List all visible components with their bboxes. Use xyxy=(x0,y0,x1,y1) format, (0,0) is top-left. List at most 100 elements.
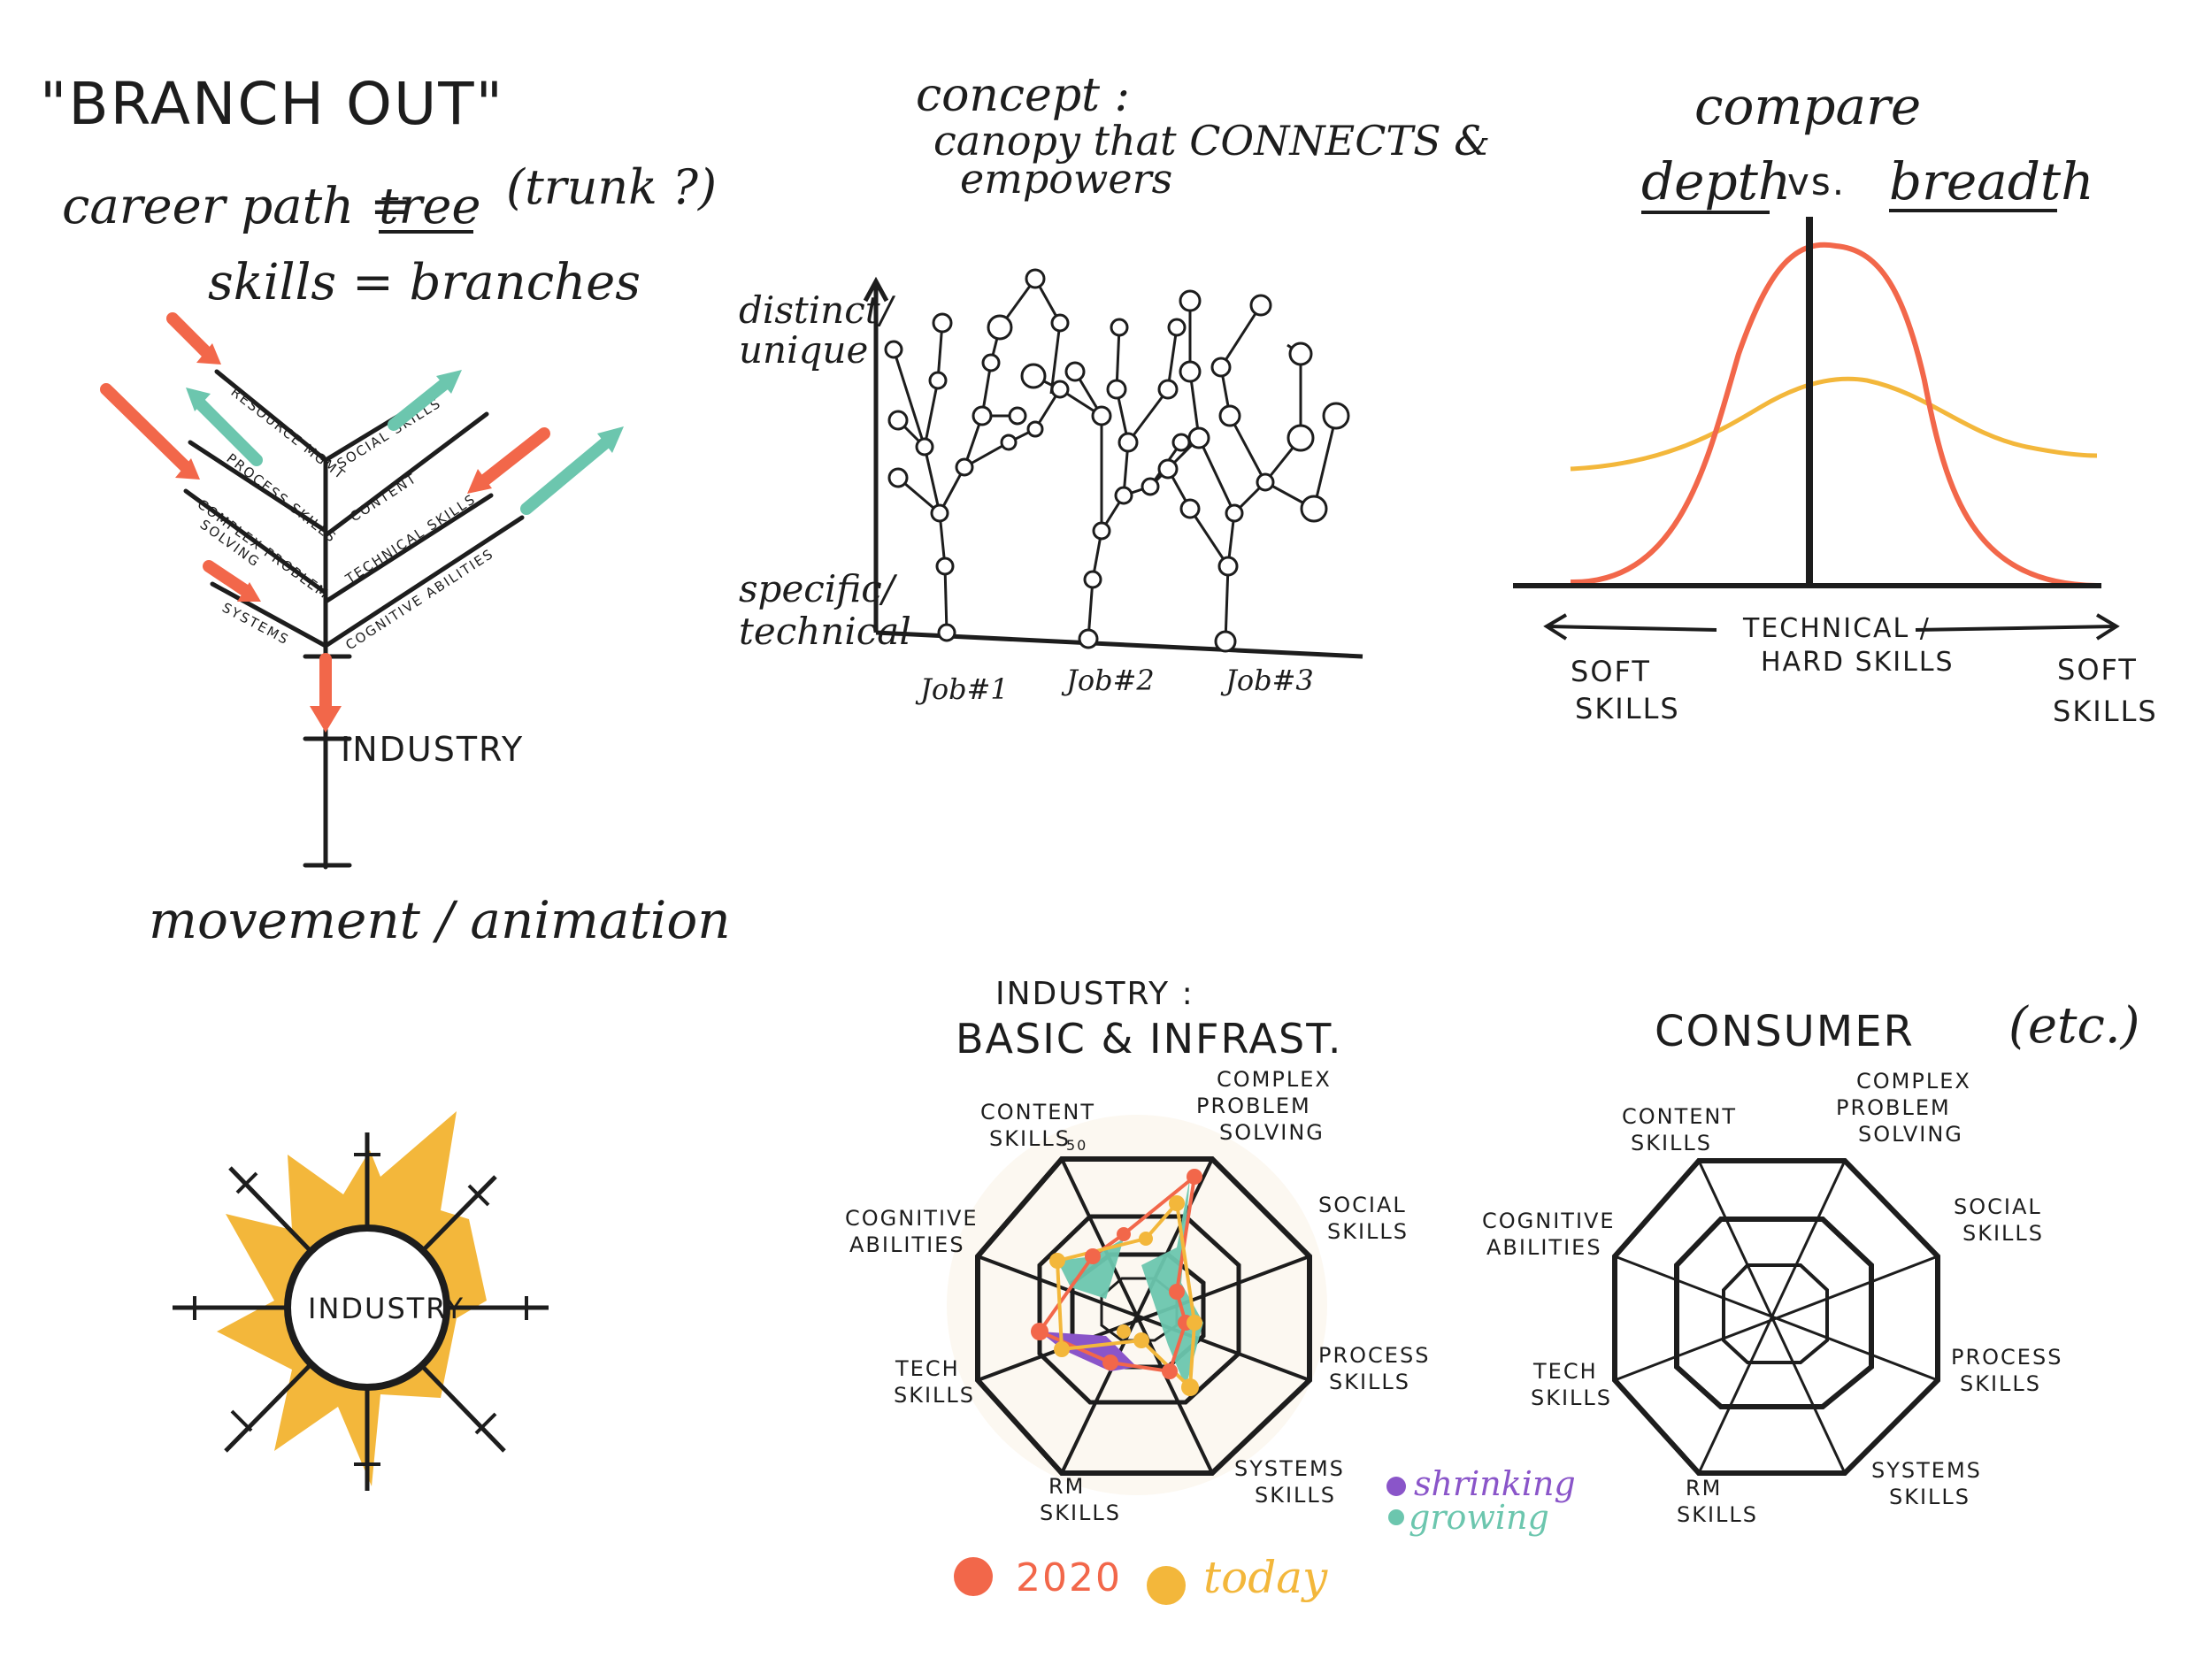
con-label-content-1: CONTENT xyxy=(1622,1104,1737,1129)
ind-label-systems-2: SKILLS xyxy=(1255,1483,1336,1508)
con-label-process-1: PROCESS xyxy=(1951,1345,2062,1370)
legend-today-dot xyxy=(1147,1566,1186,1605)
ind-label-process-1: PROCESS xyxy=(1318,1343,1430,1368)
arrow-orange-systems xyxy=(203,560,252,597)
radar-consumer-etc: (etc.) xyxy=(2008,997,2140,1055)
tree-footer: movement / animation xyxy=(149,890,731,950)
con-label-complex-1: COMPLEX xyxy=(1856,1069,1971,1094)
ind-label-content-1: CONTENT xyxy=(980,1100,1095,1125)
con-label-tech-1: TECH xyxy=(1532,1359,1598,1384)
radar-industry-scale: 50 xyxy=(1066,1137,1087,1154)
compare-breadth: breadth xyxy=(1889,151,2094,211)
concept-ylabel-top2: unique xyxy=(739,328,868,372)
legend-growing: growing xyxy=(1409,1498,1549,1537)
compare-depth: depth xyxy=(1641,151,1791,211)
arrow-orange-technical xyxy=(476,427,550,488)
con-label-rm-2: SKILLS xyxy=(1677,1502,1758,1527)
con-label-complex-2: PROBLEM xyxy=(1836,1095,1951,1120)
ind-label-rm-2: SKILLS xyxy=(1040,1501,1121,1525)
series-2020-points xyxy=(1031,1169,1202,1379)
compare-left-label2: SKILLS xyxy=(1575,692,1680,725)
ind-label-complex-2: PROBLEM xyxy=(1196,1094,1311,1118)
arrow-teal-cognitive xyxy=(520,436,612,515)
series-today-points xyxy=(1049,1195,1202,1396)
ind-label-social-1: SOCIAL xyxy=(1318,1193,1407,1217)
tree-line1-tree: tree xyxy=(379,178,481,235)
tree-line2: skills = branches xyxy=(208,254,641,311)
radar-consumer-web xyxy=(1612,1158,1940,1476)
con-label-rm-1: RM xyxy=(1686,1476,1722,1501)
curve-breadth xyxy=(1570,376,2098,472)
concept-section: concept : canopy that CONNECTS & empower… xyxy=(739,69,1490,706)
compare-section: compare depth vs. breadth TECHNICAL / HA… xyxy=(1513,76,2158,728)
ind-label-complex-3: SOLVING xyxy=(1219,1120,1325,1145)
ind-label-complex-1: COMPLEX xyxy=(1217,1067,1332,1092)
con-label-complex-3: SOLVING xyxy=(1858,1122,1963,1147)
ind-label-content-2: SKILLS xyxy=(989,1126,1071,1151)
legend-2020: 2020 xyxy=(1016,1555,1122,1600)
tree-section: "BRANCH OUT" career path = tree (trunk ?… xyxy=(40,70,731,950)
ind-label-social-2: SKILLS xyxy=(1327,1219,1409,1244)
compare-left-label1: SOFT xyxy=(1571,655,1651,688)
compare-center-label2: HARD SKILLS xyxy=(1761,647,1955,678)
arrow-teal-social xyxy=(388,376,453,431)
concept-ylabel-top: distinct/ xyxy=(739,288,896,332)
arrow-orange-resource xyxy=(166,312,214,360)
compare-right-label2: SKILLS xyxy=(2053,695,2158,728)
ind-label-process-2: SKILLS xyxy=(1329,1370,1410,1394)
sun-label: INDUSTRY xyxy=(308,1292,465,1325)
trunk-label: INDUSTRY xyxy=(341,730,524,769)
concept-job2: Job#2 xyxy=(1061,664,1155,697)
ind-label-cognitive-2: ABILITIES xyxy=(849,1232,965,1257)
ind-label-rm-1: RM xyxy=(1048,1474,1085,1499)
legend-shrinking-dot xyxy=(1386,1477,1406,1496)
con-label-systems-1: SYSTEMS xyxy=(1871,1458,1982,1483)
radar-consumer-section: CONSUMER (etc.) CONTENT SKILLS COMPLEX P… xyxy=(1482,997,2140,1527)
concept-job3: Job#3 xyxy=(1220,664,1314,697)
branch-label-content: CONTENT xyxy=(347,470,419,525)
legend-2020-dot xyxy=(954,1557,993,1596)
concept-line3: empowers xyxy=(960,155,1172,203)
ind-label-systems-1: SYSTEMS xyxy=(1234,1456,1345,1481)
con-label-tech-2: SKILLS xyxy=(1531,1386,1612,1410)
sun-section: INDUSTRY xyxy=(173,1111,549,1491)
tree-title: "BRANCH OUT" xyxy=(40,70,504,138)
con-label-process-2: SKILLS xyxy=(1960,1371,2041,1396)
concept-line2: canopy that CONNECTS & xyxy=(933,117,1490,165)
curve-depth xyxy=(1570,242,2098,588)
compare-title: compare xyxy=(1694,76,1921,136)
radar-industry-title2: BASIC & INFRAST. xyxy=(956,1015,1343,1063)
concept-axes xyxy=(863,276,1363,659)
legend-today: today xyxy=(1203,1552,1328,1603)
con-label-social-1: SOCIAL xyxy=(1954,1194,2042,1219)
radar-consumer-axis-labels: CONTENT SKILLS COMPLEX PROBLEM SOLVING S… xyxy=(1482,1069,2062,1527)
radar-industry-axis-labels: CONTENT SKILLS COMPLEX PROBLEM SOLVING S… xyxy=(845,1067,1430,1525)
area-growing xyxy=(1141,1177,1203,1387)
series-today xyxy=(1055,1201,1197,1392)
legend-shrinking: shrinking xyxy=(1414,1464,1576,1503)
ind-label-cognitive-1: COGNITIVE xyxy=(845,1206,979,1231)
arrow-teal-resource xyxy=(193,396,263,466)
radar-industry-title1: INDUSTRY : xyxy=(995,976,1194,1012)
tree-arrows xyxy=(100,312,624,733)
tree-line1-b: (trunk ?) xyxy=(506,159,717,215)
ind-label-tech-2: SKILLS xyxy=(894,1383,975,1408)
con-label-content-2: SKILLS xyxy=(1631,1131,1712,1155)
concept-nodes xyxy=(884,268,1350,653)
concept-line1: concept : xyxy=(916,69,1130,122)
legend: shrinking growing 2020 today xyxy=(954,1464,1576,1605)
arrow-orange-process xyxy=(100,383,192,473)
compare-right-arrow xyxy=(1915,625,2116,632)
con-label-systems-2: SKILLS xyxy=(1889,1485,1970,1509)
radar-consumer-title: CONSUMER xyxy=(1655,1007,1915,1056)
compare-vs: vs. xyxy=(1787,160,1846,203)
tree-line1-a: career path = xyxy=(62,178,411,235)
con-label-cognitive-2: ABILITIES xyxy=(1486,1235,1602,1260)
concept-ylabel-bottom: specific/ xyxy=(739,567,898,610)
sun-core xyxy=(284,1224,450,1391)
legend-growing-dot xyxy=(1388,1509,1404,1525)
con-label-cognitive-1: COGNITIVE xyxy=(1482,1209,1616,1233)
sun-ticks xyxy=(193,1153,528,1466)
con-label-social-2: SKILLS xyxy=(1962,1221,2044,1246)
